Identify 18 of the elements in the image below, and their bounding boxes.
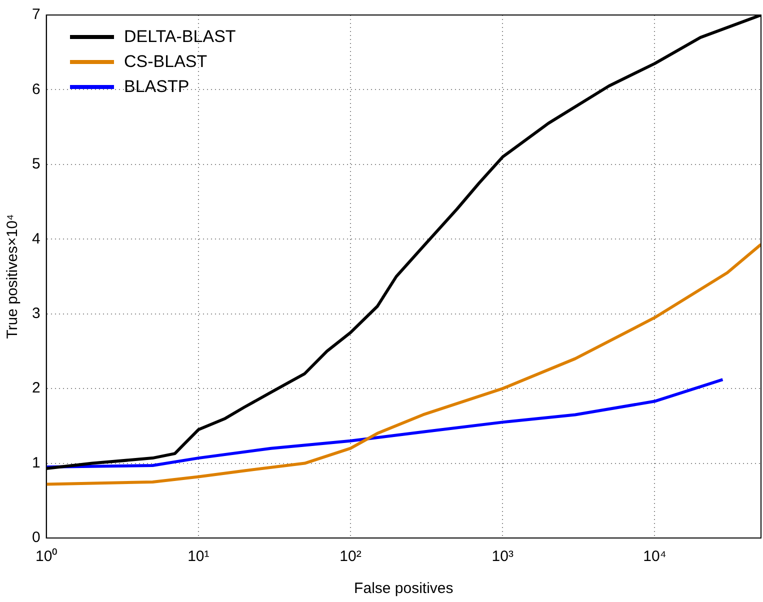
y-tick-label: 7 — [32, 6, 40, 24]
x-axis-title: False positives — [354, 580, 454, 598]
y-tick-label: 6 — [32, 80, 40, 98]
legend-label: DELTA-BLAST — [124, 26, 236, 48]
legend-label: CS-BLAST — [124, 51, 208, 73]
x-tick-label: 10² — [340, 548, 362, 566]
y-tick-label: 0 — [32, 529, 40, 546]
x-tick-label: 10³ — [492, 548, 514, 566]
y-tick-label: 4 — [32, 230, 40, 248]
y-tick-label: 5 — [32, 156, 40, 173]
y-axis-title: True positives×10⁴ — [4, 214, 22, 339]
x-tick-label: 10¹ — [188, 548, 210, 566]
x-tick-label: 10⁴ — [643, 548, 666, 566]
y-tick-label: 3 — [32, 305, 40, 322]
x-tick-label: 10⁰ — [36, 548, 58, 566]
y-tick-label: 2 — [32, 380, 40, 397]
y-tick-label: 1 — [32, 454, 40, 472]
legend-label: BLASTP — [124, 76, 190, 98]
